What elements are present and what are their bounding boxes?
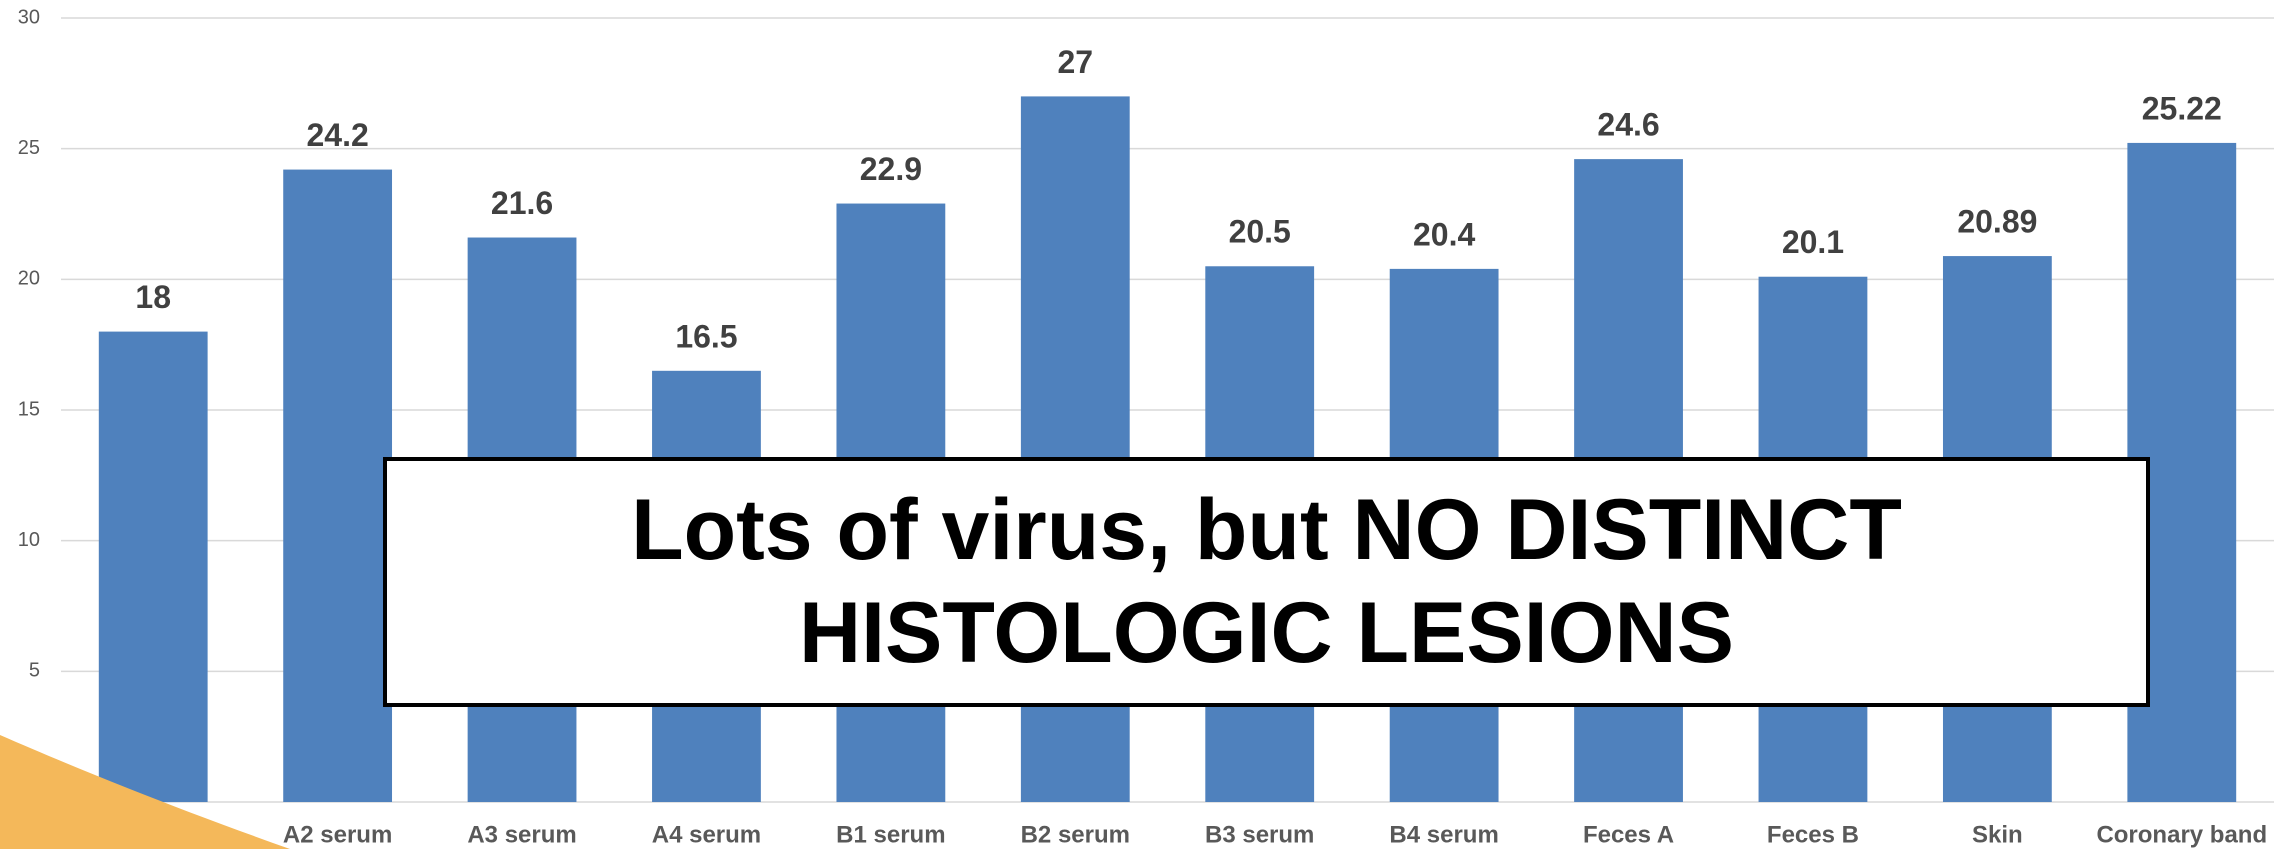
y-tick-label: 15 [18,398,40,420]
x-tick-label: A4 serum [652,821,761,848]
value-label: 20.1 [1782,224,1844,260]
x-tick-label: Coronary band [2096,821,2267,848]
y-tick-label: 25 [18,137,40,159]
x-tick-label: Skin [1972,821,2023,848]
bar [98,331,208,802]
value-label: 22.9 [860,151,922,187]
decor-swoosh [0,735,290,849]
y-tick-label: 30 [18,6,40,28]
value-label: 20.89 [1957,204,2037,240]
value-label: 25.22 [2142,90,2222,126]
x-tick-label: Feces A [1583,821,1674,848]
value-label: 16.5 [675,318,737,354]
x-tick-label: B2 serum [1021,821,1130,848]
value-label: 20.4 [1413,216,1475,252]
y-tick-label: 5 [29,660,40,682]
value-label: 18 [135,279,171,315]
y-tick-label: 20 [18,268,40,290]
value-label: 20.5 [1229,214,1291,250]
x-tick-label: Feces B [1767,821,1859,848]
bar [283,169,393,802]
value-label: 27 [1057,44,1093,80]
x-tick-label: B4 serum [1389,821,1498,848]
x-tick-label: A3 serum [467,821,576,848]
x-tick-label: A2 serum [283,821,392,848]
x-tick-label: B1 serum [836,821,945,848]
value-label: 24.6 [1597,107,1659,143]
value-label: 24.2 [306,117,368,153]
y-tick-label: 10 [18,529,40,551]
value-label: 21.6 [491,185,553,221]
x-tick-label: B3 serum [1205,821,1314,848]
annotation-box: Lots of virus, but NO DISTINCT HISTOLOGI… [383,457,2150,707]
